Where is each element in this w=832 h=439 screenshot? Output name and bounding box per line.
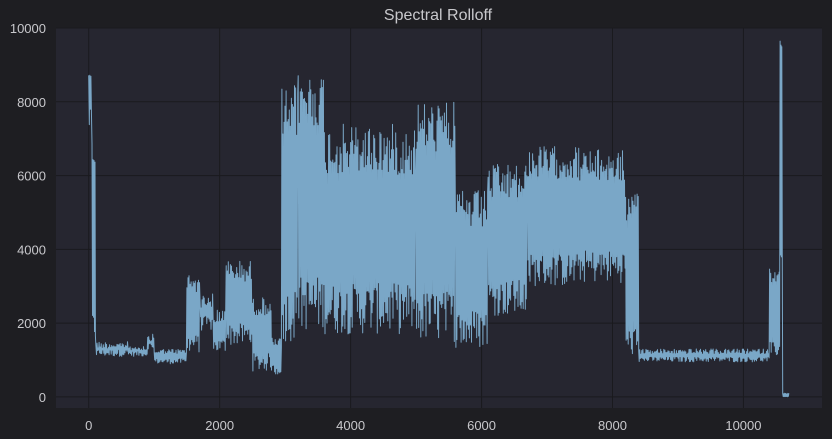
- x-tick-label: 4000: [336, 418, 365, 433]
- y-tick-label: 10000: [10, 21, 46, 36]
- x-tick-label: 6000: [467, 418, 496, 433]
- y-axis-ticks: 0 2000 4000 6000 8000 10000: [10, 21, 46, 405]
- y-tick-label: 2000: [17, 316, 46, 331]
- x-tick-label: 2000: [205, 418, 234, 433]
- series-layer: [88, 40, 790, 398]
- chart-title: Spectral Rolloff: [384, 7, 493, 24]
- x-tick-label: 0: [85, 418, 92, 433]
- x-tick-label: 8000: [598, 418, 627, 433]
- y-tick-label: 0: [39, 390, 46, 405]
- y-tick-label: 6000: [17, 169, 46, 184]
- y-tick-label: 8000: [17, 95, 46, 110]
- x-axis-ticks: 0 2000 4000 6000 8000 10000: [85, 418, 761, 433]
- spectral-rolloff-series-line: [88, 40, 790, 398]
- x-tick-label: 10000: [725, 418, 761, 433]
- y-tick-label: 4000: [17, 242, 46, 257]
